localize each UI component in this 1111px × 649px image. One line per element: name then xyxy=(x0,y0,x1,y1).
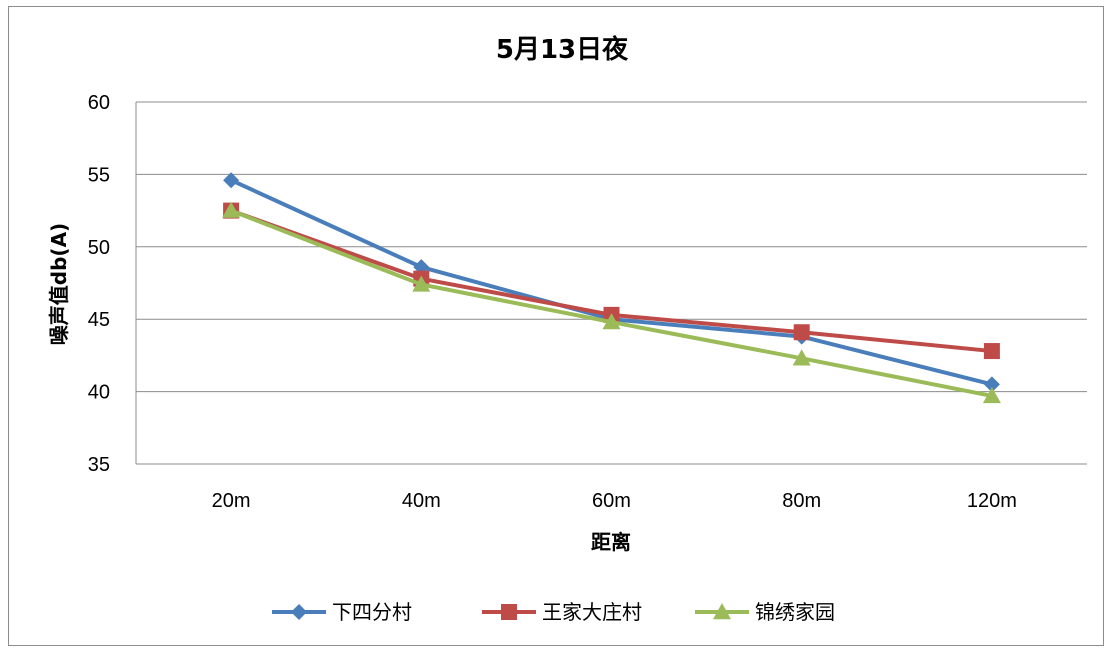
legend-label: 锦绣家园 xyxy=(755,600,835,624)
data-point xyxy=(983,376,1000,393)
y-tick-labels: 35 40 45 50 55 60 xyxy=(88,92,110,476)
data-point xyxy=(412,275,431,292)
data-point xyxy=(983,343,1000,360)
x-tick-label: 20m xyxy=(212,490,251,512)
x-tick-label: 60m xyxy=(592,490,631,512)
y-tick-label: 60 xyxy=(88,92,110,114)
x-tick-labels: 20m 40m 60m 80m 120m xyxy=(212,490,1017,512)
x-axis-label: 距离 xyxy=(591,530,631,554)
y-tick-label: 35 xyxy=(88,454,110,476)
data-point xyxy=(602,313,621,330)
series-2 xyxy=(223,202,1000,360)
legend-marker xyxy=(501,604,517,620)
series-1 xyxy=(223,172,1000,393)
series-group xyxy=(222,172,1001,404)
y-tick-label: 55 xyxy=(88,164,110,186)
gridlines xyxy=(135,101,1087,465)
series-line xyxy=(230,178,993,387)
legend-item: 锦绣家园 xyxy=(695,600,835,624)
legend-item: 王家大庄村 xyxy=(482,600,642,624)
y-tick-label: 45 xyxy=(88,309,110,331)
legend-marker xyxy=(291,604,307,620)
series-line xyxy=(230,208,993,398)
series-3 xyxy=(222,201,1001,404)
legend-marker xyxy=(713,603,731,620)
legend-item: 下四分村 xyxy=(272,600,412,624)
legend-label: 王家大庄村 xyxy=(542,600,642,624)
chart-title: 5月13日夜 xyxy=(496,34,629,65)
legend-label: 下四分村 xyxy=(332,600,412,624)
x-tick-label: 120m xyxy=(967,490,1017,512)
y-tick-label: 40 xyxy=(88,382,110,404)
y-tick-label: 50 xyxy=(88,237,110,259)
data-point xyxy=(793,324,810,341)
data-point xyxy=(792,349,811,366)
x-tick-label: 40m xyxy=(402,490,441,512)
data-point xyxy=(982,386,1001,404)
chart-frame xyxy=(8,6,1104,646)
y-axis-label: 噪声值db(A) xyxy=(47,223,71,345)
x-tick-label: 80m xyxy=(782,490,821,512)
data-point xyxy=(223,172,240,189)
data-point xyxy=(222,201,241,218)
legend: 下四分村 王家大庄村 锦绣家园 xyxy=(272,600,835,624)
